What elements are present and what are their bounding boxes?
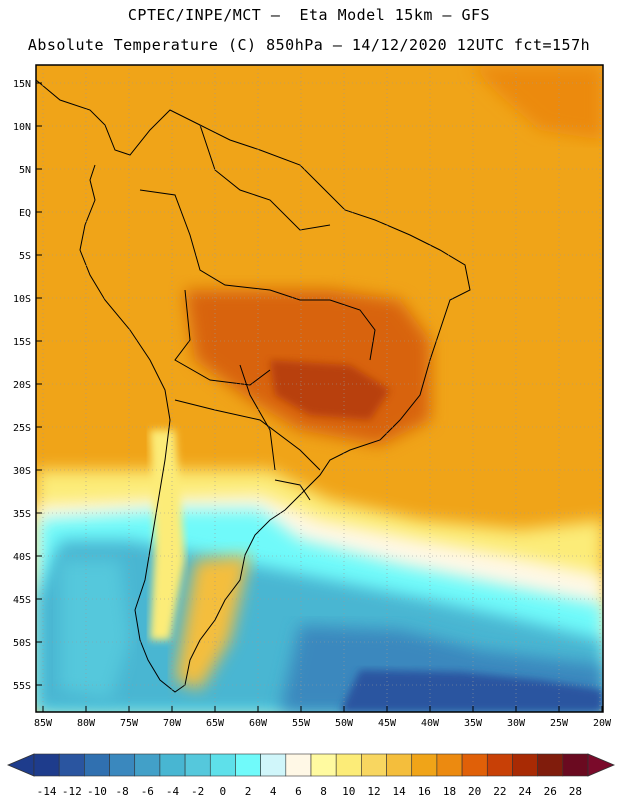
lon-label: 85W [34, 718, 53, 729]
chart-title-line2: Absolute Temperature (C) 850hPa – 14/12/… [27, 36, 591, 54]
colorbar-label: -8 [116, 785, 129, 798]
colorbar-swatch [461, 753, 488, 777]
lat-label: 50S [13, 638, 31, 649]
colorbar-swatch [184, 753, 211, 777]
lon-label: 50W [335, 718, 354, 729]
colorbar-swatch [134, 753, 161, 777]
colorbar-swatch [436, 753, 463, 777]
lon-label: 55W [292, 718, 311, 729]
colorbar-swatch [260, 753, 287, 777]
lon-label: 75W [120, 718, 139, 729]
lat-label: 5N [19, 165, 31, 176]
colorbar-label: 8 [320, 785, 327, 798]
lon-axis: 85W 80W 75W 70W 65W 60W 55W 50W 45W 40W 35W 30W 25W 2… [34, 706, 612, 729]
colorbar-over-arrow [587, 753, 616, 777]
colorbar-swatch [58, 753, 85, 777]
lat-label: 30S [13, 466, 31, 477]
colorbar-swatch [109, 753, 136, 777]
map-frame [35, 64, 604, 713]
lat-label: EQ [19, 208, 31, 219]
lon-label: 60W [249, 718, 268, 729]
colorbar-swatch [235, 753, 261, 777]
colorbar-label: 18 [443, 785, 456, 798]
colorbar-label: 16 [418, 785, 431, 798]
colorbar-swatch [335, 753, 362, 777]
colorbar-label: 14 [393, 785, 407, 798]
lat-axis: 15N 10N 5N EQ 5S 10S 15S 20S 25S 30S 35S 40S 45S 50S 5… [13, 79, 42, 692]
colorbar: -14 -12 -10 -8 -6 -4 -2 0 2 4 6 8 10 12 14 16 18 20 22 24 26… [6, 753, 616, 798]
lon-label: 65W [206, 718, 225, 729]
lon-label: 30W [507, 718, 526, 729]
colorbar-swatch [562, 753, 589, 777]
colorbar-swatch [159, 753, 186, 777]
colorbar-swatch [512, 753, 538, 777]
colorbar-label: -12 [62, 785, 82, 798]
colorbar-label: 26 [544, 785, 557, 798]
lat-label: 10N [13, 122, 31, 133]
colorbar-swatch [33, 753, 60, 777]
colorbar-swatch [361, 753, 387, 777]
coastlines [36, 79, 471, 693]
lon-label: 25W [550, 718, 569, 729]
lat-label: 25S [13, 423, 31, 434]
colorbar-label: 22 [493, 785, 506, 798]
colorbar-label: -14 [37, 785, 57, 798]
colorbar-label: 10 [342, 785, 355, 798]
colorbar-swatch [411, 753, 438, 777]
graticule [36, 65, 603, 712]
temperature-field [36, 65, 603, 712]
lat-label: 10S [13, 294, 31, 305]
colorbar-label: 0 [220, 785, 227, 798]
colorbar-under-arrow [6, 753, 35, 777]
colorbar-label: 28 [569, 785, 582, 798]
colorbar-label: 6 [295, 785, 302, 798]
colorbar-label: -10 [87, 785, 107, 798]
lon-label: 40W [421, 718, 440, 729]
lon-label: 70W [163, 718, 182, 729]
chart-title-line1: CPTEC/INPE/MCT – Eta Model 15km – GFS [127, 6, 491, 24]
colorbar-swatch [84, 753, 110, 777]
lat-label: 15S [13, 337, 31, 348]
colorbar-label: -4 [166, 785, 180, 798]
lat-label: 45S [13, 595, 31, 606]
lat-label: 20S [13, 380, 31, 391]
colorbar-label: 12 [367, 785, 380, 798]
lat-label: 5S [19, 251, 31, 262]
colorbar-label: -2 [191, 785, 204, 798]
lon-label: 45W [378, 718, 397, 729]
colorbar-swatch [209, 753, 236, 777]
colorbar-swatch [486, 753, 513, 777]
colorbar-swatch [310, 753, 337, 777]
colorbar-swatch [386, 753, 413, 777]
colorbar-label: 2 [245, 785, 252, 798]
lat-label: 40S [13, 552, 31, 563]
colorbar-swatch [537, 753, 564, 777]
colorbar-label: 24 [518, 785, 532, 798]
colorbar-label: 20 [468, 785, 481, 798]
colorbar-label: 4 [270, 785, 277, 798]
colorbar-swatch [285, 753, 312, 777]
colorbar-label: -6 [141, 785, 154, 798]
lat-label: 35S [13, 509, 31, 520]
lon-label: 20W [593, 718, 612, 729]
lon-label: 80W [77, 718, 96, 729]
lat-label: 15N [13, 79, 31, 90]
lat-label: 55S [13, 681, 31, 692]
lon-label: 35W [464, 718, 483, 729]
